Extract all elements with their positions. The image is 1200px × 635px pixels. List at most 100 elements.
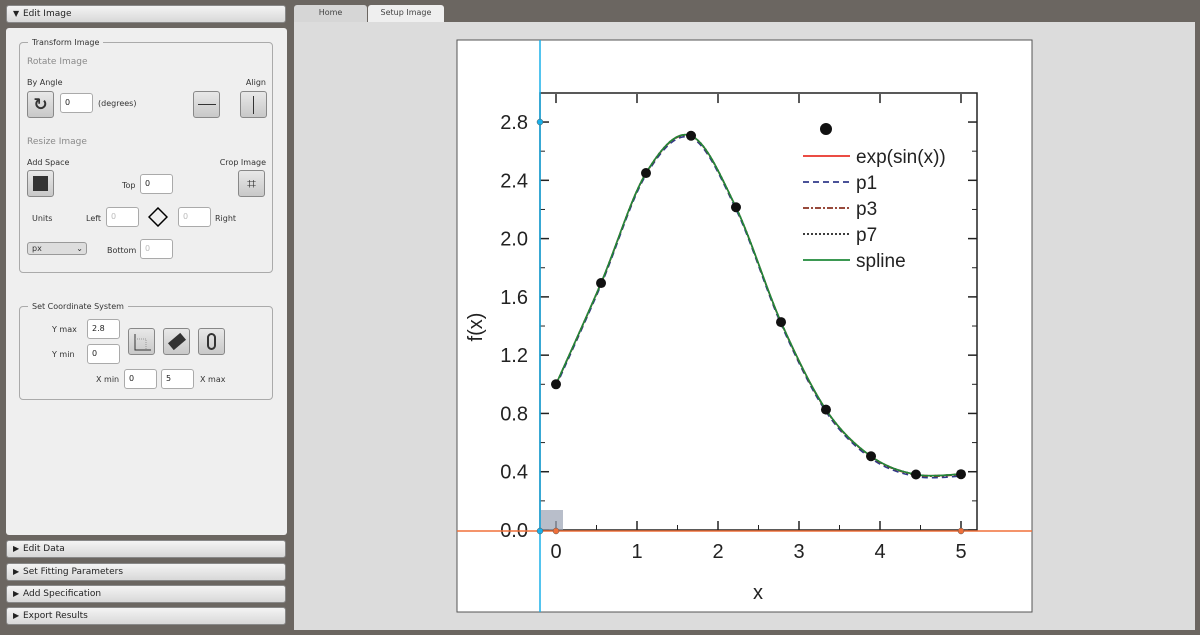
right-input[interactable]: 0 xyxy=(178,207,211,227)
rotate-icon: ↻ xyxy=(33,94,48,115)
units-value: px xyxy=(32,244,42,253)
y-tick-label: 2.8 xyxy=(500,112,528,134)
x-tick-label: 0 xyxy=(550,541,561,563)
xmin-label: X min xyxy=(96,375,120,384)
rotate-title: Rotate Image xyxy=(27,57,88,67)
x-tick-label: 4 xyxy=(874,541,885,563)
vertical-line-icon xyxy=(253,95,254,114)
section-edit-image[interactable]: ▼ Edit Image xyxy=(6,5,286,23)
diamond-icon xyxy=(147,206,169,228)
set-axes-button[interactable] xyxy=(128,328,155,355)
ymax-handle[interactable] xyxy=(536,118,544,126)
tab-setup-image[interactable]: Setup Image xyxy=(368,5,444,23)
data-point xyxy=(910,469,921,480)
triangle-right-icon: ▶ xyxy=(13,611,20,620)
align-vertical-button[interactable] xyxy=(240,91,267,118)
legend-label: p7 xyxy=(856,225,877,246)
by-angle-label: By Angle xyxy=(27,78,63,87)
y-tick-label: 2.0 xyxy=(500,229,528,251)
data-point xyxy=(956,469,966,480)
y-tick-label: 1.6 xyxy=(500,287,528,309)
tab-home[interactable]: Home xyxy=(294,5,367,22)
chart-image[interactable]: 0 1 2 3 4 50.00.40.81.21.62.02.42.8xf(x)exp(s… xyxy=(294,22,1195,630)
add-space-label: Add Space xyxy=(27,158,70,167)
image-canvas-area: 0 1 2 3 4 5 0.0 0.4 0.8 1.2 1.6 2.0 2.4 2.8 x f(x) exp(s… xyxy=(294,22,1195,630)
ymin-input[interactable]: 0 xyxy=(87,344,120,364)
left-input[interactable]: 0 xyxy=(106,207,139,227)
triangle-right-icon: ▶ xyxy=(13,589,20,598)
triangle-down-icon: ▼ xyxy=(13,9,20,18)
y-axis-label: f(x) xyxy=(465,313,487,342)
selection-box xyxy=(541,510,563,530)
data-point xyxy=(551,379,561,390)
y-tick-label: 0.4 xyxy=(500,462,528,484)
section-fitting-parameters[interactable]: ▶ Set Fitting Parameters xyxy=(6,563,286,581)
right-label: Right xyxy=(215,214,237,223)
data-point xyxy=(866,451,877,462)
axes-icon xyxy=(134,333,151,350)
edit-image-panel: Transform Image Rotate Image By Angle Al… xyxy=(6,28,287,535)
data-point xyxy=(640,168,651,179)
coordinate-system-group: Set Coordinate System Y max 2.8 Y min 0 … xyxy=(19,302,273,400)
xmax-input[interactable]: 5 xyxy=(161,369,194,389)
section-edit-data[interactable]: ▶ Edit Data xyxy=(6,540,286,558)
bottom-label: Bottom xyxy=(107,246,137,255)
degrees-label: (degrees) xyxy=(98,99,137,108)
legend-label: p1 xyxy=(856,173,877,194)
y-tick-label: 1.2 xyxy=(500,345,528,367)
ymax-label: Y max xyxy=(52,325,77,334)
bottom-input[interactable]: 0 xyxy=(140,239,173,259)
legend-label: p3 xyxy=(856,199,877,220)
legend-label: exp(sin(x)) xyxy=(856,147,946,168)
erase-button[interactable] xyxy=(163,328,190,355)
legend-label: spline xyxy=(856,251,906,272)
series-line-spline xyxy=(555,133,962,477)
section-label: Add Specification xyxy=(23,589,102,599)
section-label: Export Results xyxy=(23,611,88,621)
x-tick-label: 5 xyxy=(955,541,966,563)
crop-button[interactable]: ⌗ xyxy=(238,170,265,197)
section-add-specification[interactable]: ▶ Add Specification xyxy=(6,585,286,603)
section-label: Edit Image xyxy=(23,9,72,19)
section-label: Edit Data xyxy=(23,544,65,554)
add-space-button[interactable] xyxy=(27,170,54,197)
section-export-results[interactable]: ▶ Export Results xyxy=(6,607,286,625)
xmin-handle[interactable] xyxy=(552,527,560,535)
data-point xyxy=(596,278,607,289)
resize-title: Resize Image xyxy=(27,137,87,147)
x-axis-label: x xyxy=(753,582,763,604)
units-select[interactable]: px ⌄ xyxy=(27,242,87,255)
y-tick-label: 0.8 xyxy=(500,403,528,425)
units-label: Units xyxy=(32,214,53,223)
xmax-handle[interactable] xyxy=(957,527,965,535)
angle-input[interactable]: 0 xyxy=(60,93,93,113)
carabiner-icon xyxy=(207,333,216,350)
data-point xyxy=(776,317,787,328)
x-tick-label: 2 xyxy=(712,541,723,563)
ymin-handle[interactable] xyxy=(536,527,544,535)
xmax-label: X max xyxy=(200,375,226,384)
clip-button[interactable] xyxy=(198,328,225,355)
xmin-input[interactable]: 0 xyxy=(124,369,157,389)
data-point xyxy=(686,130,697,141)
rotate-button[interactable]: ↻ xyxy=(27,91,54,118)
section-label: Set Fitting Parameters xyxy=(23,567,124,577)
align-horizontal-button[interactable] xyxy=(193,91,220,118)
legend-marker-points xyxy=(820,123,832,135)
eraser-icon xyxy=(167,332,186,351)
align-label: Align xyxy=(245,78,266,87)
x-tick-label: 3 xyxy=(793,541,804,563)
group-title: Set Coordinate System xyxy=(32,302,124,311)
group-title: Transform Image xyxy=(32,38,100,47)
crop-icon: ⌗ xyxy=(246,173,256,193)
chevron-down-icon: ⌄ xyxy=(76,244,83,253)
ymin-label: Y min xyxy=(52,350,75,359)
triangle-right-icon: ▶ xyxy=(13,567,20,576)
triangle-right-icon: ▶ xyxy=(13,544,20,553)
y-tick-label: 2.4 xyxy=(500,170,528,192)
horizontal-line-icon xyxy=(197,104,216,105)
transform-image-group: Transform Image Rotate Image By Angle Al… xyxy=(19,38,273,273)
ymax-input[interactable]: 2.8 xyxy=(87,319,120,339)
top-input[interactable]: 0 xyxy=(140,174,173,194)
crop-image-label: Crop Image xyxy=(219,158,266,167)
